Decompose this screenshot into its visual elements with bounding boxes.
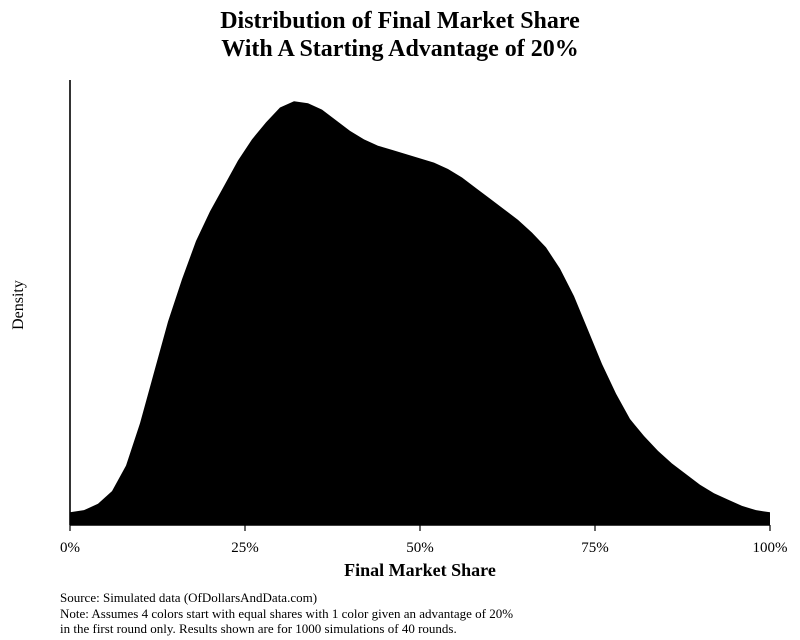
density-plot-svg xyxy=(60,75,780,535)
caption-line2: Note: Assumes 4 colors start with equal … xyxy=(60,606,780,622)
y-axis-label: Density xyxy=(10,75,40,535)
chart-title-line2: With A Starting Advantage of 20% xyxy=(221,36,579,62)
x-tick-label: 100% xyxy=(740,540,800,557)
plot-area xyxy=(60,75,780,535)
x-tick-label: 25% xyxy=(215,540,275,557)
chart-title: Distribution of Final Market Share With … xyxy=(0,8,800,63)
caption-line3: in the first round only. Results shown a… xyxy=(60,621,780,637)
chart-title-line1: Distribution of Final Market Share xyxy=(220,8,580,34)
x-axis-label: Final Market Share xyxy=(60,560,780,581)
x-tick-label: 75% xyxy=(565,540,625,557)
caption-line1: Source: Simulated data (OfDollarsAndData… xyxy=(60,590,780,606)
x-tick-label: 0% xyxy=(40,540,100,557)
chart-caption: Source: Simulated data (OfDollarsAndData… xyxy=(60,590,780,637)
density-area xyxy=(70,101,770,525)
chart-page: Distribution of Final Market Share With … xyxy=(0,0,800,640)
x-tick-label: 50% xyxy=(390,540,450,557)
